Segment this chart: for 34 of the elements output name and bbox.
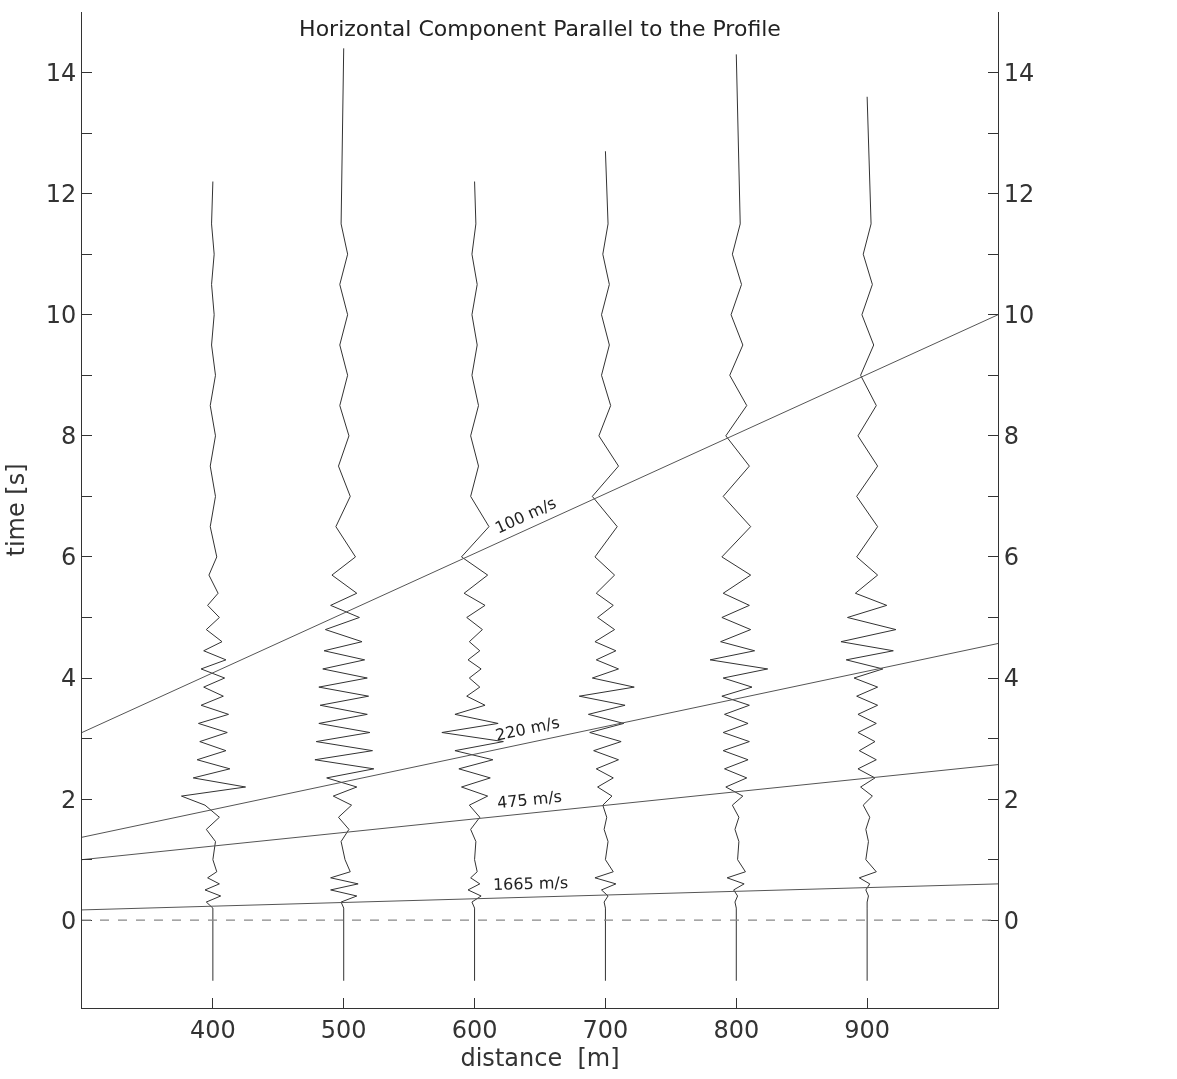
line-series bbox=[709, 53, 769, 982]
y-tick-label: 8 bbox=[60, 422, 77, 451]
y-tick-label: 10 bbox=[45, 301, 77, 330]
line-series bbox=[314, 47, 375, 982]
y2-tick-label: 8 bbox=[1003, 422, 1020, 451]
x-tick-label: 400 bbox=[189, 1015, 236, 1044]
y-axis-title: time [s] bbox=[1, 463, 30, 557]
y-tick-label: 14 bbox=[45, 58, 77, 87]
line-series bbox=[840, 96, 897, 982]
x-tick-label: 800 bbox=[713, 1015, 760, 1044]
y2-tick-label: 6 bbox=[1003, 543, 1020, 572]
line-series bbox=[578, 150, 635, 982]
y-tick-label: 4 bbox=[60, 664, 77, 693]
y-tick-label: 12 bbox=[45, 180, 77, 209]
y2-tick-label: 2 bbox=[1003, 785, 1020, 814]
chart-title: Horizontal Component Parallel to the Profile bbox=[299, 15, 781, 41]
text: 475 m/s bbox=[496, 786, 563, 813]
y2-tick-label: 4 bbox=[1003, 664, 1020, 693]
x-tick-label: 600 bbox=[451, 1015, 498, 1044]
y-tick-label: 0 bbox=[60, 906, 77, 935]
x-tick-label: 900 bbox=[844, 1015, 891, 1044]
x-tick-label: 500 bbox=[320, 1015, 367, 1044]
y2-tick-label: 10 bbox=[1003, 301, 1035, 330]
text: 220 m/s bbox=[493, 712, 562, 745]
y2-tick-label: 0 bbox=[1003, 906, 1020, 935]
series-label: 1665 m/s bbox=[492, 872, 569, 895]
text: 100 m/s bbox=[492, 493, 560, 538]
x-tick-label: 700 bbox=[582, 1015, 629, 1044]
y-tick-label: 2 bbox=[60, 785, 77, 814]
y2-tick-label: 12 bbox=[1003, 180, 1035, 209]
line-series bbox=[180, 181, 247, 982]
x-axis-title: distance [m] bbox=[460, 1044, 620, 1073]
y2-tick-label: 14 bbox=[1003, 58, 1035, 87]
y-tick-label: 6 bbox=[60, 543, 77, 572]
